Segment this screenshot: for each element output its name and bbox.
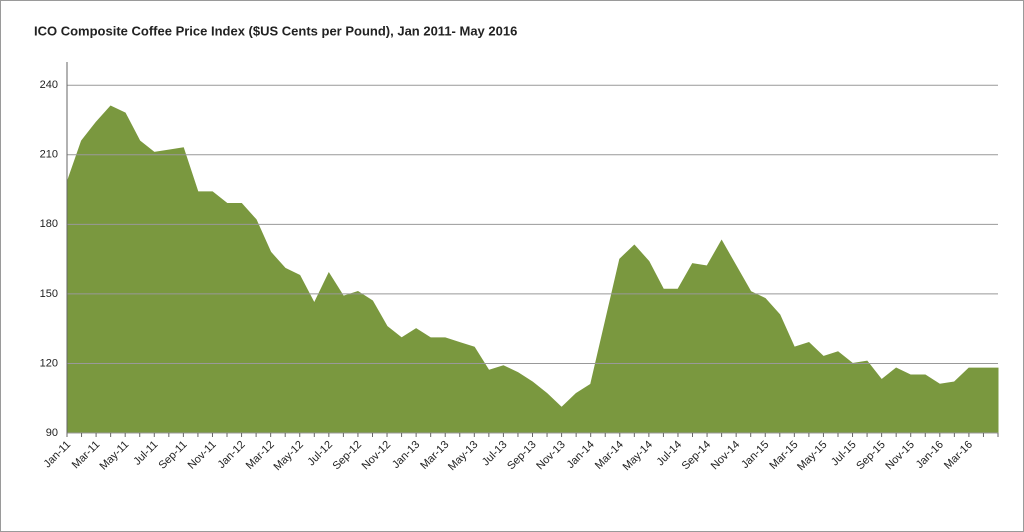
x-tick-label: Mar-13 [418,439,451,472]
x-tick-label: Nov-14 [709,439,743,473]
x-tick-label: Mar-15 [767,439,800,472]
area [66,105,999,434]
x-tick-label: Jan-11 [41,439,73,471]
x-tick-label: Sep-15 [854,439,888,473]
x-tick-label: Jan-16 [914,439,946,471]
x-tick-label: Sep-11 [157,439,190,472]
x-tick-label: Jan-15 [739,439,771,471]
x-tick-label: Nov-13 [534,439,568,473]
chart-title: ICO Composite Coffee Price Index ($US Ce… [34,23,517,38]
x-tick-label: Mar-12 [244,439,277,472]
x-tick-label: Mar-11 [70,439,103,472]
x-tick-label: May-12 [271,439,305,473]
x-tick-label: Sep-12 [331,439,365,473]
x-tick-label: Nov-15 [883,439,917,473]
y-tick-label: 210 [40,149,58,161]
y-tick-label: 240 [40,79,58,91]
x-tick-label: Sep-14 [680,439,714,473]
x-tick-label: Jan-12 [215,439,247,471]
x-tick-label: May-11 [98,439,132,473]
x-tick-label: May-14 [621,439,655,473]
y-tick-label: 150 [40,288,58,300]
x-tick-label: Sep-13 [505,439,539,473]
x-tick-label: Jan-14 [565,439,597,471]
x-tick-label: Nov-11 [186,439,219,472]
y-tick-label: 90 [46,427,58,439]
x-tick-label: Nov-12 [360,439,394,473]
x-tick-label: May-13 [446,439,480,473]
y-tick-label: 180 [40,218,58,230]
x-tick-label: Mar-14 [593,439,626,472]
x-tick-label: Mar-16 [942,439,975,472]
x-tick-label: Jan-13 [390,439,422,471]
y-tick-label: 120 [40,357,58,369]
x-tick-label: May-15 [795,439,829,473]
